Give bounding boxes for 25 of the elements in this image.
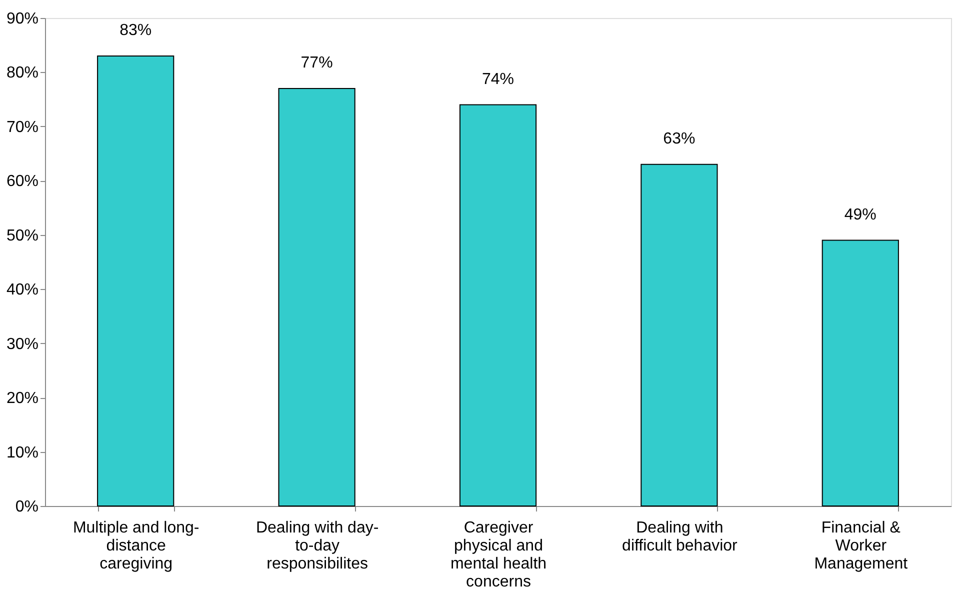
bar xyxy=(97,55,174,506)
x-tick-label: Dealing with day- to-day responsibilites xyxy=(256,520,379,572)
y-tick-label: 90% xyxy=(6,10,38,28)
data-label: 77% xyxy=(300,54,333,72)
bar xyxy=(459,104,537,506)
y-tick-label: 40% xyxy=(6,282,38,299)
data-label: 83% xyxy=(120,22,152,39)
y-tick-label: 20% xyxy=(6,390,38,408)
y-tick-label: 10% xyxy=(6,444,38,462)
x-tick-label: Financial & Worker Management xyxy=(814,520,908,572)
y-tick-label: 0% xyxy=(15,498,38,516)
y-tick-label: 70% xyxy=(6,118,38,136)
y-tick-label: 50% xyxy=(6,227,38,244)
x-tick-label: Caregiver physical and mental health concerns xyxy=(450,520,547,590)
x-tick-label: Multiple and long- distance caregiving xyxy=(72,520,200,572)
x-tick-label: Dealing with difficult behavior xyxy=(622,520,738,554)
bar xyxy=(822,240,899,506)
y-tick-label: 30% xyxy=(6,336,38,353)
data-label: 63% xyxy=(663,130,696,148)
y-tick-label: 60% xyxy=(6,173,38,190)
bar xyxy=(278,88,356,506)
data-label: 74% xyxy=(482,70,514,88)
y-tick-label: 80% xyxy=(6,64,38,82)
data-label: 49% xyxy=(844,206,876,224)
bar xyxy=(640,164,718,506)
